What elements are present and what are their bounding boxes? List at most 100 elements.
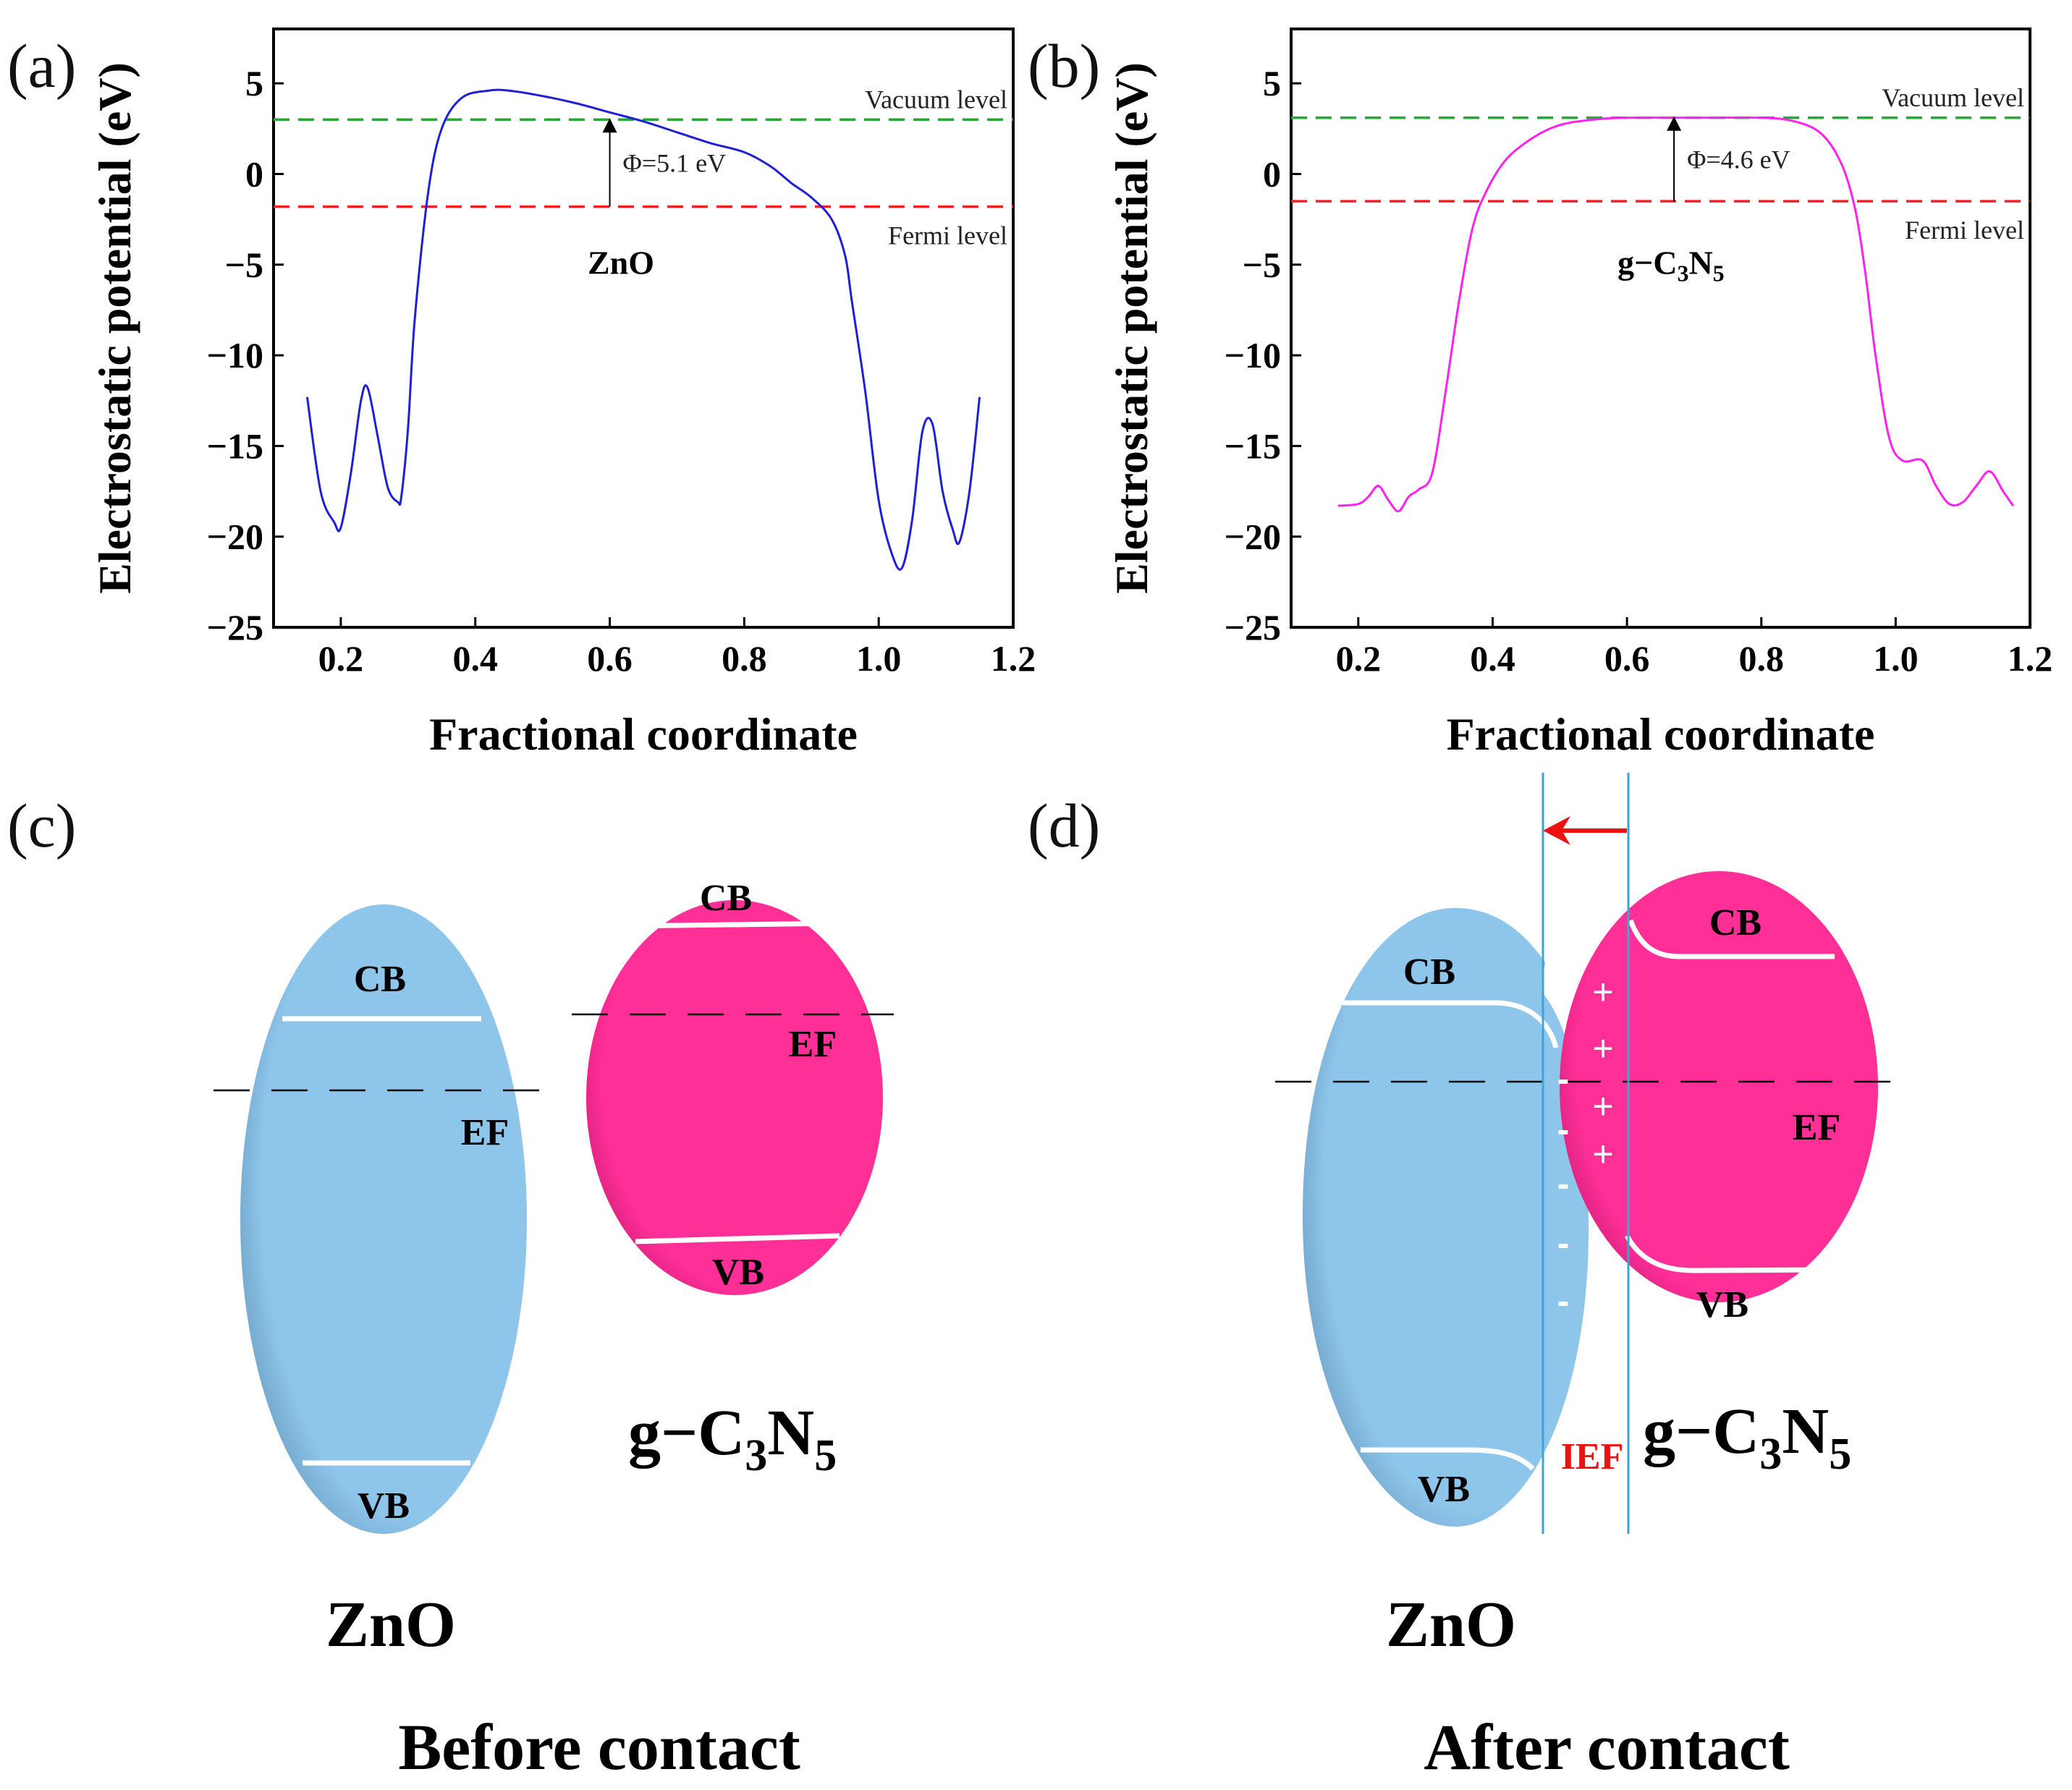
caption-before-contact: Before contact: [398, 1712, 800, 1783]
ief-arrow-head: [1543, 816, 1570, 845]
gcn-ef-label: EF: [789, 1024, 837, 1065]
x-tick-label: 0.8: [1738, 638, 1784, 679]
x-tick-label: 1.2: [991, 638, 1036, 679]
gcn-sub-5: 5: [1713, 260, 1725, 286]
gcn-vb-line: [635, 1233, 840, 1244]
y-axis-title-a: Electrostatic potential (eV): [89, 62, 140, 594]
caption-after-contact: After contact: [1424, 1712, 1790, 1783]
plot-frame-b: [1290, 27, 2031, 629]
fermi-level-label-b: Fermi level: [1905, 216, 2024, 245]
reference-lines-a: [274, 118, 1013, 208]
y-tick-label: −5: [1243, 245, 1282, 285]
x-tick-label: 0.2: [318, 638, 364, 679]
y-axis-title-b: Electrostatic potential (eV): [1106, 62, 1157, 594]
x-tick-label: 1.2: [2008, 638, 2053, 679]
zno-vb-label-d: VB: [1418, 1469, 1470, 1510]
panel-label-d: (d): [1028, 791, 1100, 860]
x-tick-label: 1.0: [1873, 638, 1919, 679]
plus-charge: +: [1592, 972, 1613, 1012]
gcn-sub-3: 3: [1677, 260, 1688, 286]
minus-charge: -: [1557, 1109, 1570, 1150]
gcn-name-d-n: N: [1782, 1396, 1829, 1467]
gcn-vb-label-d: VB: [1696, 1284, 1748, 1325]
gcn-name-c: g−C3N5: [628, 1397, 837, 1480]
y-tick-label: 0: [245, 153, 263, 194]
y-tick-label: −25: [1225, 607, 1282, 648]
gcn-n: N: [1688, 244, 1712, 281]
gcn-name-c-sub3: 3: [745, 1431, 767, 1480]
y-tick-label: −20: [1225, 517, 1282, 557]
work-function-label-a: Φ=5.1 eV: [623, 148, 727, 177]
gcn-cb-bent: [1628, 919, 1835, 959]
plus-charge: +: [1592, 1134, 1613, 1174]
material-label-gcn: g−C3N5: [1618, 244, 1725, 286]
y-tick-label: −10: [1225, 335, 1282, 376]
panel-label-b: (b): [1028, 31, 1100, 101]
y-tick-label: −15: [1225, 425, 1282, 466]
x-axis-title-a: Fractional coordinate: [429, 708, 858, 760]
band-diagram-after-contact: (d) CB VB CB VB EF IEF + + + + - - - - - g−C3N5…: [1028, 773, 1900, 1783]
fermi-level-label-a: Fermi level: [888, 221, 1007, 250]
gcn-name-d-sub5: 5: [1829, 1430, 1851, 1479]
x-tick-label: 0.6: [1604, 638, 1650, 679]
gcn-vb-bent: [1624, 1234, 1824, 1273]
band-diagram-before-contact: (c) CB VB EF CB VB EF g−C3N5 ZnO Before …: [7, 791, 894, 1783]
x-tick-label: 0.4: [452, 638, 498, 679]
potential-curve-zno: [305, 88, 981, 571]
gcn-prefix: g−C: [1618, 244, 1677, 281]
x-tick-label: 0.4: [1470, 638, 1515, 679]
zno-cb-label-d: CB: [1403, 951, 1455, 993]
zno-name-c: ZnO: [326, 1589, 456, 1660]
zno-ellipse-d: [1303, 908, 1589, 1527]
gcn-vb-label: VB: [712, 1252, 764, 1293]
panel-label-c: (c): [7, 791, 76, 860]
zno-vb-bent: [1361, 1447, 1535, 1471]
gcn-name-c-sub5: 5: [814, 1431, 837, 1480]
axes-a: 0.2 0.4 0.6 0.8 1.0 1.2 5 0 −5 −10 −15 −20 −25: [207, 63, 1036, 679]
y-tick-label: 0: [1263, 153, 1281, 194]
y-tick-label: −15: [207, 425, 264, 466]
y-tick-label: 5: [245, 63, 263, 103]
minus-charge: -: [1557, 1163, 1570, 1204]
positive-charges: + + + +: [1592, 972, 1613, 1174]
reference-lines-b: [1291, 116, 2030, 203]
plus-charge: +: [1592, 1086, 1613, 1127]
gcn-cb-line: [620, 920, 844, 929]
work-function-label-b: Φ=4.6 eV: [1687, 145, 1790, 174]
gcn-cb-label: CB: [700, 878, 752, 919]
plus-charge: +: [1592, 1028, 1613, 1069]
chart-panel-b: (b) 0.2 0.4 0.6 0.8 1.0 1.2 5 0 −5 −10 −15 −20 −25 Φ…: [1028, 27, 2053, 760]
vacuum-level-label-b: Vacuum level: [1882, 83, 2024, 112]
minus-charge: -: [1557, 1281, 1570, 1321]
zno-ef-label: EF: [461, 1112, 509, 1153]
minus-charge: -: [1557, 1223, 1570, 1263]
y-tick-label: −25: [207, 607, 264, 648]
y-tick-label: −20: [207, 517, 264, 557]
y-tick-label: −5: [225, 245, 264, 285]
gcn-name-c-n: N: [767, 1397, 814, 1469]
x-tick-label: 0.2: [1336, 638, 1382, 679]
material-label-zno: ZnO: [588, 244, 654, 281]
gcn-ellipse: [586, 900, 883, 1295]
x-tick-label: 0.6: [587, 638, 633, 679]
x-tick-label: 0.8: [722, 638, 767, 679]
gcn-ellipse-d: [1560, 871, 1878, 1302]
gcn-name-d-sub3: 3: [1759, 1430, 1782, 1479]
ief-label: IEF: [1561, 1436, 1624, 1477]
gcn-ef-label-d: EF: [1793, 1107, 1840, 1148]
zno-cb-label: CB: [354, 959, 406, 1000]
zno-ellipse: [240, 904, 527, 1534]
zno-vb-label: VB: [358, 1485, 410, 1527]
minus-charge: -: [1557, 1059, 1570, 1099]
potential-curve-gcn: [1337, 116, 2015, 513]
zno-cb-bent: [1342, 1000, 1559, 1048]
gcn-name-d-prefix: g−C: [1643, 1396, 1759, 1467]
vacuum-level-label-a: Vacuum level: [865, 85, 1007, 114]
y-tick-label: 5: [1263, 63, 1281, 103]
gcn-name-c-prefix: g−C: [628, 1397, 745, 1469]
plot-frame-a: [272, 27, 1015, 629]
negative-charges: - - - - -: [1557, 1059, 1570, 1321]
y-tick-label: −10: [207, 335, 264, 376]
gcn-name-d: g−C3N5: [1643, 1396, 1851, 1479]
